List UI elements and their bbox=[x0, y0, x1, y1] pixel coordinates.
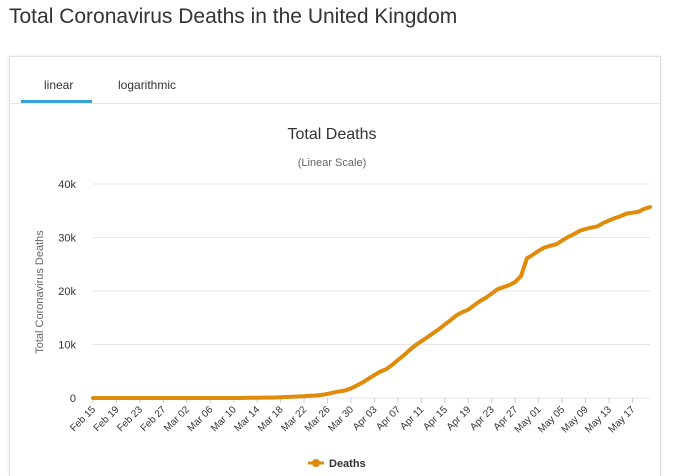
x-tick-label: Apr 23 bbox=[468, 404, 497, 433]
x-tick-label: Apr 15 bbox=[421, 404, 450, 433]
x-tick-label: Mar 30 bbox=[326, 404, 356, 434]
series-layer bbox=[91, 204, 652, 400]
chart-title: Total Deaths bbox=[288, 126, 377, 143]
active-tab-indicator bbox=[21, 100, 92, 103]
tab-logarithmic[interactable]: logarithmic bbox=[118, 78, 177, 92]
deaths-chart: Total Deaths (Linear Scale) Total Corona… bbox=[34, 126, 652, 470]
y-tick-label: 30k bbox=[58, 233, 76, 245]
x-tick-label: May 17 bbox=[607, 404, 638, 435]
series-line-deaths[interactable] bbox=[91, 204, 652, 400]
y-axis-ticks: 0 10k 20k 30k 40k bbox=[58, 179, 76, 405]
y-tick-label: 40k bbox=[58, 179, 76, 191]
x-tick-label: Apr 07 bbox=[374, 404, 403, 433]
tab-bar: linear logarithmic bbox=[10, 57, 660, 104]
y-axis-label: Total Coronavirus Deaths bbox=[34, 230, 46, 354]
page-title: Total Coronavirus Deaths in the United K… bbox=[9, 5, 458, 28]
legend-label: Deaths bbox=[329, 458, 366, 470]
legend-swatch-marker bbox=[312, 459, 320, 467]
y-tick-label: 20k bbox=[58, 286, 76, 298]
y-tick-label: 10k bbox=[58, 340, 76, 352]
x-tick-label: Apr 19 bbox=[445, 404, 474, 433]
chart-panel: linear logarithmic Total Deaths (Linear … bbox=[9, 56, 661, 476]
x-tick-label: Apr 11 bbox=[398, 404, 426, 432]
tab-linear[interactable]: linear bbox=[44, 78, 74, 92]
legend[interactable]: Deaths bbox=[308, 458, 366, 470]
gridlines bbox=[93, 183, 650, 399]
y-tick-label: 0 bbox=[70, 393, 76, 405]
chart-subtitle: (Linear Scale) bbox=[298, 157, 366, 169]
x-tick-label: Apr 03 bbox=[351, 404, 380, 433]
